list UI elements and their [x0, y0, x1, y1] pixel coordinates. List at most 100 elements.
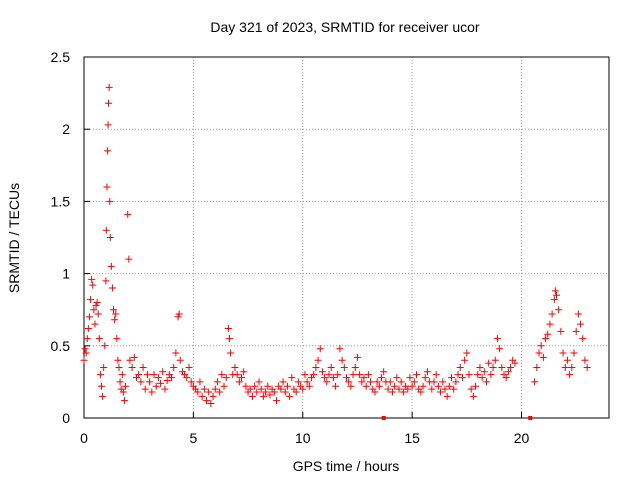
x-tick-label: 0	[80, 430, 88, 446]
data-point	[423, 368, 431, 376]
data-point	[262, 388, 270, 396]
data-point	[362, 382, 370, 390]
data-point	[349, 371, 357, 379]
data-point	[452, 378, 460, 386]
data-point	[373, 378, 381, 386]
data-point	[91, 320, 99, 328]
data-point	[113, 335, 121, 343]
data-point	[93, 298, 101, 306]
data-point	[301, 371, 309, 379]
data-point	[255, 378, 263, 386]
data-point	[531, 378, 539, 386]
data-point	[198, 392, 206, 400]
data-point	[130, 353, 138, 361]
data-point	[196, 378, 204, 386]
data-point	[292, 388, 300, 396]
data-point	[259, 392, 267, 400]
data-point	[533, 363, 541, 371]
data-point	[437, 388, 445, 396]
x-tick-label: 10	[295, 430, 311, 446]
data-point	[458, 374, 466, 382]
data-point	[467, 385, 475, 393]
data-point	[253, 388, 261, 396]
data-point	[550, 296, 558, 304]
data-point	[122, 382, 130, 390]
data-point	[380, 368, 388, 376]
data-point	[238, 374, 245, 382]
data-point	[288, 374, 296, 382]
data-point	[85, 313, 93, 321]
data-point	[105, 83, 113, 91]
data-point	[99, 392, 107, 400]
data-point	[574, 310, 582, 318]
data-point	[194, 388, 202, 396]
data-point	[205, 388, 213, 396]
data-point	[544, 330, 552, 338]
data-point	[211, 385, 219, 393]
data-point	[461, 356, 469, 364]
data-point	[408, 382, 416, 390]
data-point	[115, 363, 123, 371]
data-point	[443, 392, 451, 400]
data-point	[81, 345, 89, 353]
data-point	[336, 345, 344, 353]
data-point	[216, 388, 224, 396]
data-point	[148, 388, 156, 396]
data-point	[111, 316, 119, 324]
data-point	[542, 335, 550, 343]
y-tick-label: 2.5	[51, 49, 71, 65]
data-point	[465, 371, 473, 379]
gap-marker	[381, 416, 386, 420]
data-point	[539, 353, 547, 361]
data-point	[224, 324, 232, 332]
data-point	[170, 363, 178, 371]
data-point	[343, 374, 350, 382]
data-point	[83, 335, 91, 343]
data-point	[277, 385, 285, 393]
data-point	[125, 255, 133, 263]
data-point	[104, 147, 112, 155]
data-point	[404, 385, 412, 393]
data-point	[399, 388, 407, 396]
y-tick-label: 1.5	[51, 193, 71, 209]
data-point	[146, 378, 154, 386]
data-point	[496, 345, 504, 353]
data-point	[154, 374, 162, 382]
data-point	[450, 385, 458, 393]
data-point	[413, 371, 420, 379]
data-point	[463, 349, 471, 357]
data-point	[107, 262, 115, 270]
y-axis: 0 0.5 1 1.5 2 2.5	[51, 49, 90, 426]
data-point	[101, 342, 109, 350]
data-point	[235, 378, 243, 386]
data-point	[546, 320, 554, 328]
data-point	[163, 376, 171, 384]
data-point	[150, 371, 158, 379]
data-point	[222, 374, 230, 382]
gap-marker	[528, 416, 533, 420]
y-tick-label: 2	[62, 121, 70, 137]
data-point	[246, 385, 254, 393]
data-point	[478, 374, 486, 382]
data-point	[397, 378, 405, 386]
data-point	[128, 363, 136, 371]
data-point	[264, 382, 272, 390]
data-point	[332, 382, 340, 390]
data-point	[353, 353, 361, 361]
data-point	[393, 374, 401, 382]
data-point	[351, 363, 359, 371]
data-point	[561, 363, 569, 371]
data-point	[570, 349, 578, 357]
data-point	[316, 345, 324, 353]
data-point	[498, 363, 506, 371]
data-point	[583, 363, 591, 371]
data-point	[137, 378, 145, 386]
data-point	[323, 378, 331, 386]
data-point	[551, 287, 559, 295]
data-point	[220, 382, 228, 390]
data-point	[568, 363, 576, 371]
data-point	[233, 371, 241, 379]
data-point	[507, 363, 515, 371]
data-point	[504, 368, 512, 376]
data-point	[555, 306, 563, 314]
